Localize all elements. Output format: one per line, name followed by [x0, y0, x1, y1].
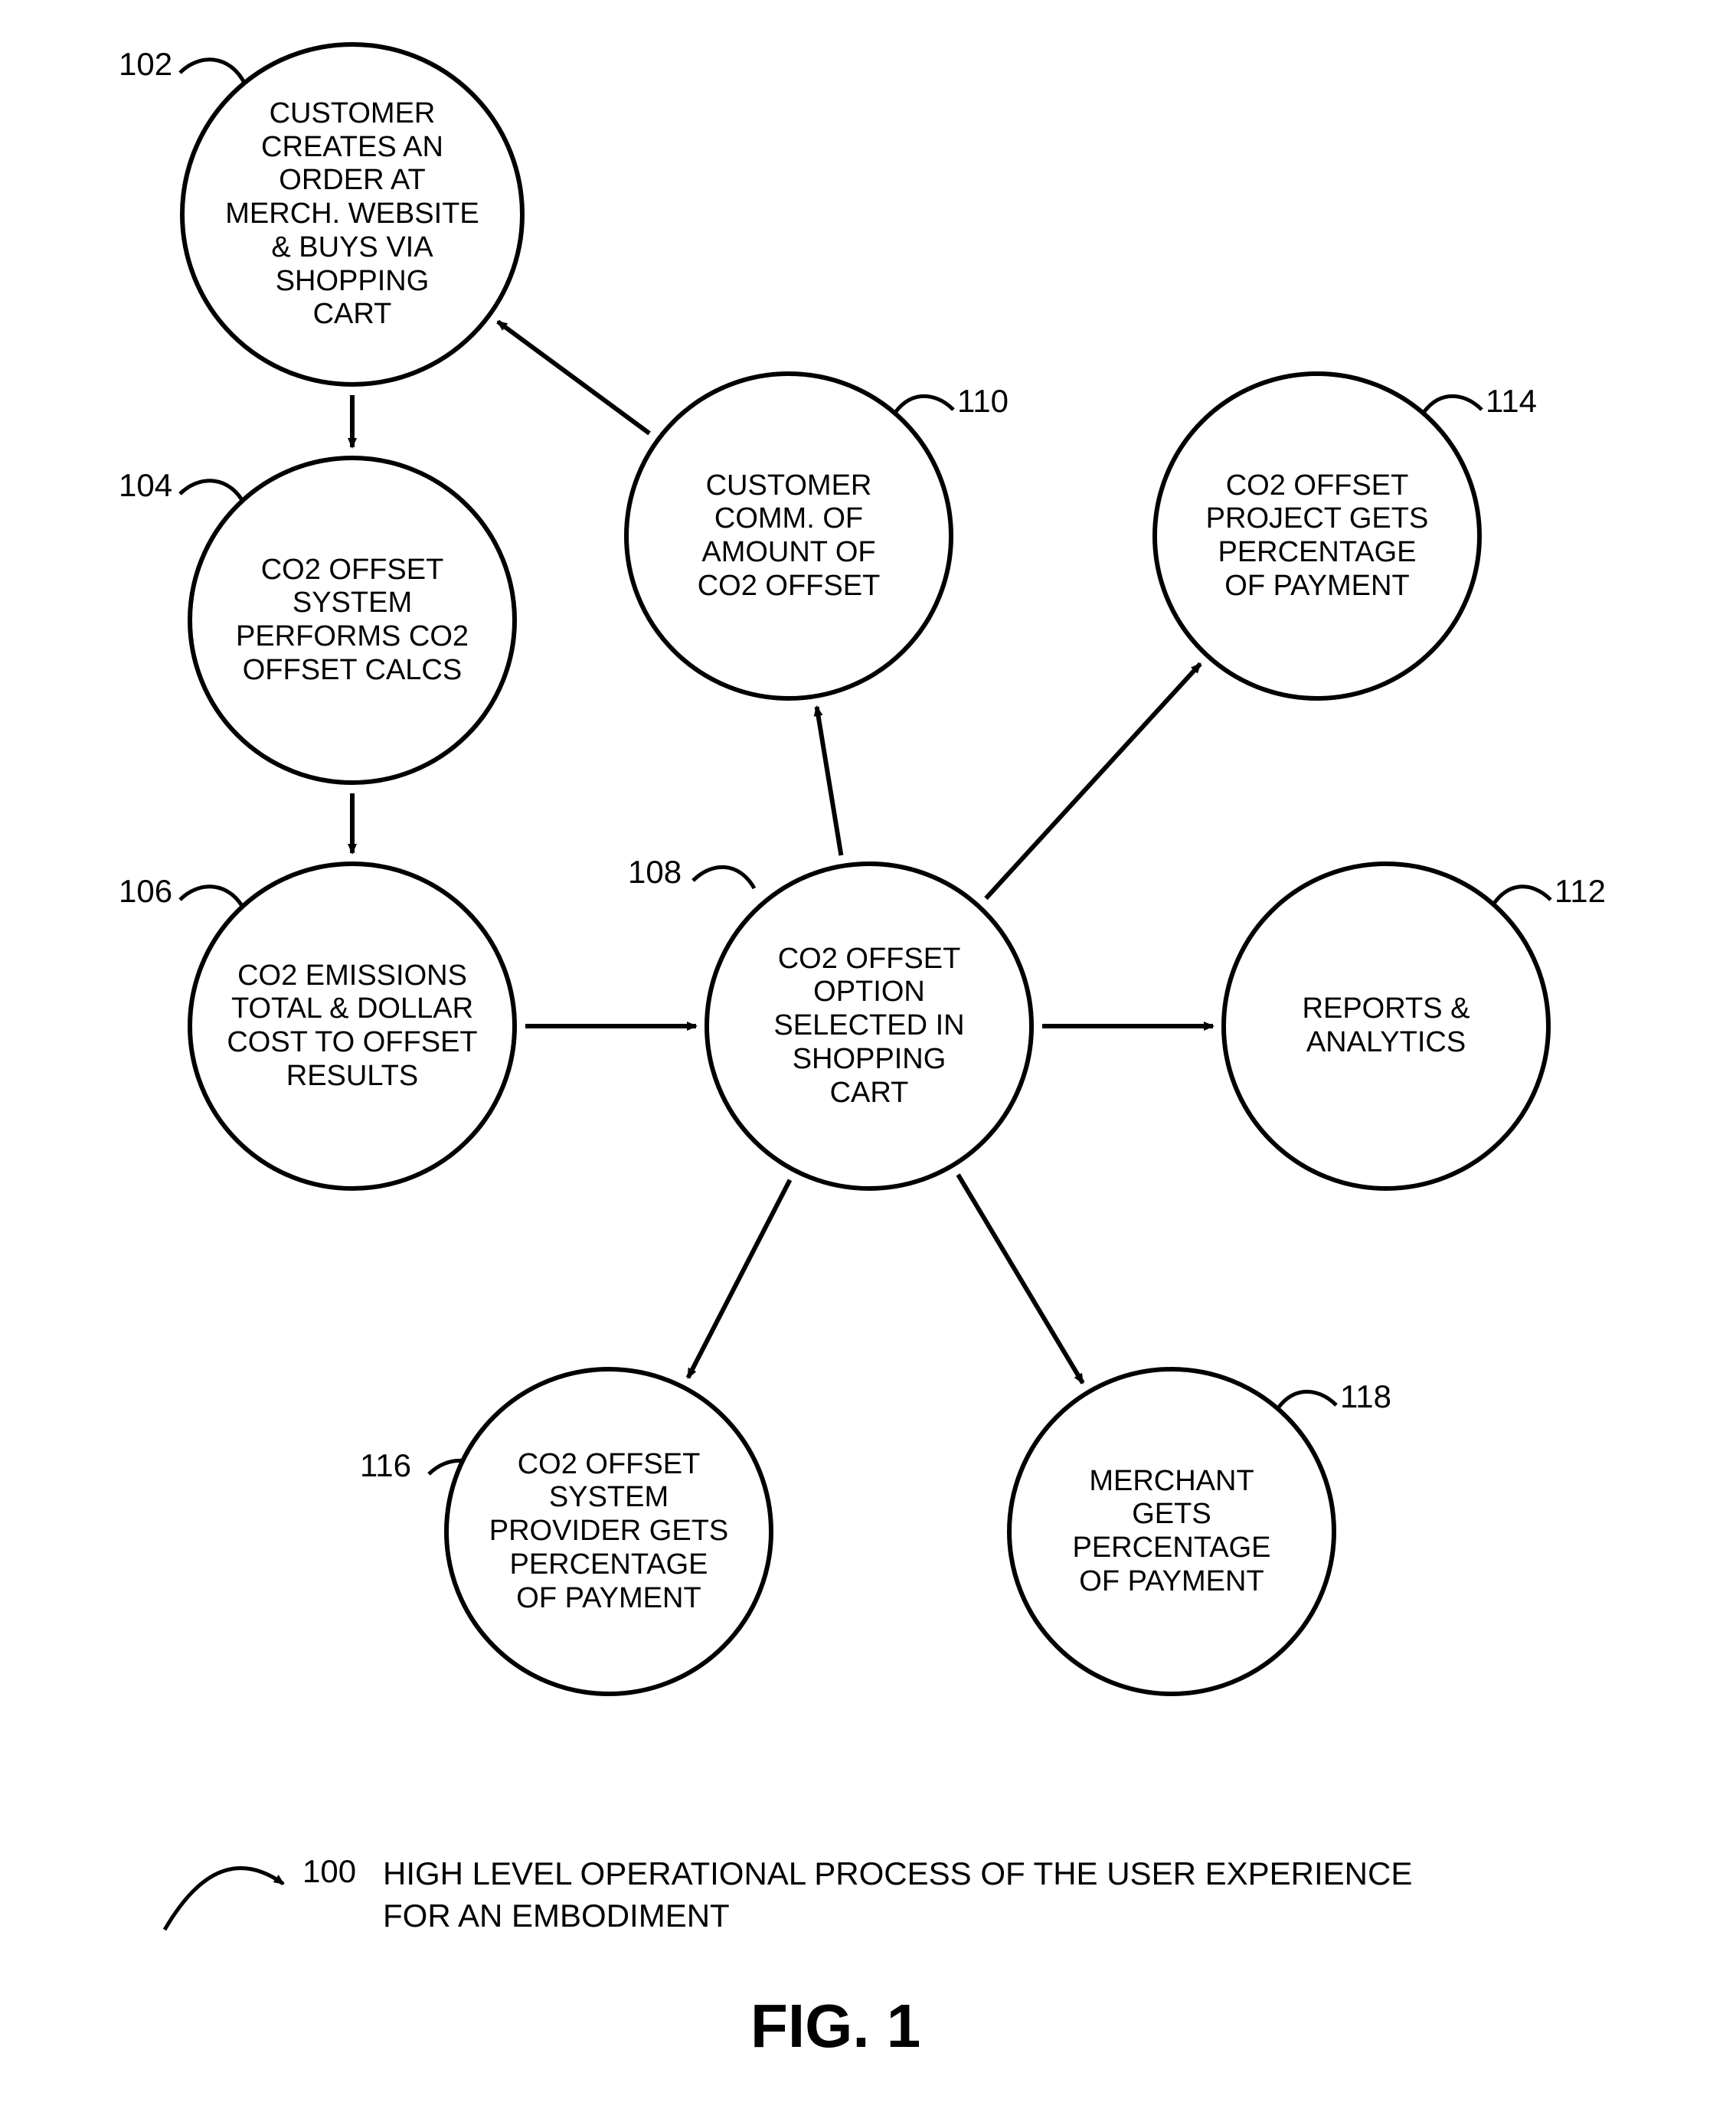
ref-label-110: 110: [957, 383, 1009, 420]
flow-node-label: CO2 OFFSET OPTION SELECTED IN SHOPPING C…: [773, 943, 964, 1110]
figure-stage: CUSTOMER CREATES AN ORDER AT MERCH. WEBS…: [0, 0, 1736, 2125]
ref-label-106: 106: [119, 873, 172, 910]
caption-ref-number: 100: [302, 1853, 356, 1890]
flow-node-label: CUSTOMER CREATES AN ORDER AT MERCH. WEBS…: [225, 97, 479, 332]
flow-node-label: MERCHANT GETS PERCENTAGE OF PAYMENT: [1072, 1465, 1270, 1599]
flow-node-106: CO2 EMISSIONS TOTAL & DOLLAR COST TO OFF…: [188, 861, 517, 1191]
ref-label-116: 116: [360, 1447, 411, 1484]
flow-node-label: CO2 EMISSIONS TOTAL & DOLLAR COST TO OFF…: [227, 960, 477, 1094]
flow-node-label: CO2 OFFSET PROJECT GETS PERCENTAGE OF PA…: [1206, 469, 1429, 603]
caption-leader: [165, 1868, 283, 1930]
ref-leader-n110: [892, 396, 953, 417]
ref-leader-n118: [1275, 1391, 1336, 1413]
ref-leader-n106: [180, 887, 245, 911]
flow-node-116: CO2 OFFSET SYSTEM PROVIDER GETS PERCENTA…: [444, 1367, 773, 1696]
ref-label-112: 112: [1555, 873, 1606, 910]
edge-n108-n114: [986, 664, 1200, 898]
flow-node-110: CUSTOMER COMM. OF AMOUNT OF CO2 OFFSET: [624, 371, 953, 701]
flow-node-112: REPORTS & ANALYTICS: [1221, 861, 1551, 1191]
caption-text: HIGH LEVEL OPERATIONAL PROCESS OF THE US…: [383, 1853, 1412, 1937]
flow-node-108: CO2 OFFSET OPTION SELECTED IN SHOPPING C…: [705, 861, 1034, 1191]
ref-label-118: 118: [1340, 1378, 1391, 1415]
edge-n108-n118: [958, 1175, 1083, 1383]
figure-title: FIG. 1: [750, 1991, 920, 2061]
ref-label-114: 114: [1486, 383, 1537, 420]
ref-label-102: 102: [119, 46, 172, 83]
ref-leader-n114: [1421, 396, 1482, 417]
ref-label-104: 104: [119, 467, 172, 504]
flow-node-102: CUSTOMER CREATES AN ORDER AT MERCH. WEBS…: [180, 42, 525, 387]
flow-node-label: REPORTS & ANALYTICS: [1303, 992, 1470, 1059]
edge-n108-n110: [817, 707, 842, 855]
edge-n110-n102: [498, 322, 649, 433]
flow-node-label: CO2 OFFSET SYSTEM PERFORMS CO2 OFFSET CA…: [236, 554, 469, 688]
flow-node-label: CO2 OFFSET SYSTEM PROVIDER GETS PERCENTA…: [489, 1448, 729, 1615]
flow-node-label: CUSTOMER COMM. OF AMOUNT OF CO2 OFFSET: [698, 469, 881, 603]
flow-node-118: MERCHANT GETS PERCENTAGE OF PAYMENT: [1007, 1367, 1336, 1696]
flow-node-104: CO2 OFFSET SYSTEM PERFORMS CO2 OFFSET CA…: [188, 456, 517, 785]
edge-n108-n116: [688, 1180, 790, 1378]
flow-node-114: CO2 OFFSET PROJECT GETS PERCENTAGE OF PA…: [1152, 371, 1482, 701]
ref-leader-n102: [180, 60, 245, 84]
ref-leader-n104: [180, 481, 245, 505]
ref-label-108: 108: [628, 854, 682, 891]
ref-leader-n108: [693, 867, 754, 888]
